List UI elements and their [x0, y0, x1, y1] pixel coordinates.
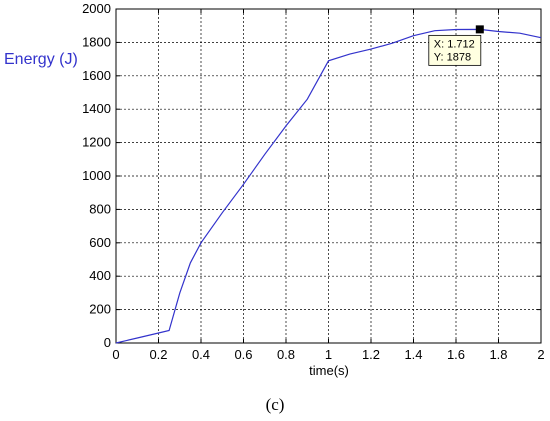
x-tick-label: 1 [325, 347, 332, 362]
y-axis-label: Energy (J) [4, 51, 78, 68]
energy-chart: 0 0.2 0.4 0.6 0.8 1 1.2 1.4 1.6 1.8 2 0 200 400 600 80… [4, 1, 545, 378]
y-tick-label: 2000 [82, 1, 111, 16]
y-tick-label: 400 [89, 268, 111, 283]
y-tick-label: 1600 [82, 68, 111, 83]
x-tick-label: 0.6 [234, 347, 252, 362]
x-tick-label: 1.6 [447, 347, 465, 362]
datatip-marker[interactable] [475, 25, 484, 34]
x-tick-label: 0.2 [149, 347, 167, 362]
y-tick-label: 200 [89, 302, 111, 317]
x-tick-label: 0 [112, 347, 119, 362]
x-tick-label: 2 [537, 347, 544, 362]
datatip-y-text: Y: 1878 [434, 51, 471, 63]
datatip-box [428, 34, 482, 66]
grid-lines [116, 9, 541, 343]
x-tick-label: 1.4 [404, 347, 422, 362]
x-tick-label: 0.8 [277, 347, 295, 362]
x-tick-label: 0.4 [192, 347, 210, 362]
x-axis-label: time(s) [309, 363, 349, 378]
x-tick-label: 1.8 [489, 347, 507, 362]
y-tick-labels: 0 200 400 600 800 1000 1200 1400 1600 1800 2000 [82, 1, 111, 350]
y-tick-label: 1000 [82, 168, 111, 183]
energy-series-line [115, 28, 542, 344]
y-tick-label: 800 [89, 201, 111, 216]
x-tick-label: 1.2 [362, 347, 380, 362]
figure-caption: (c) [265, 395, 285, 414]
y-tick-label: 1400 [82, 101, 111, 116]
x-tick-labels: 0 0.2 0.4 0.6 0.8 1 1.2 1.4 1.6 1.8 2 [112, 347, 544, 362]
tick-marks [115, 8, 542, 344]
y-tick-label: 600 [89, 235, 111, 250]
datatip-x-text: X: 1.712 [434, 38, 475, 50]
datatip[interactable]: X: 1.712 Y: 1878 [428, 25, 484, 66]
y-tick-label: 1800 [82, 34, 111, 49]
y-tick-label: 0 [104, 335, 111, 350]
y-tick-label: 1200 [82, 135, 111, 150]
